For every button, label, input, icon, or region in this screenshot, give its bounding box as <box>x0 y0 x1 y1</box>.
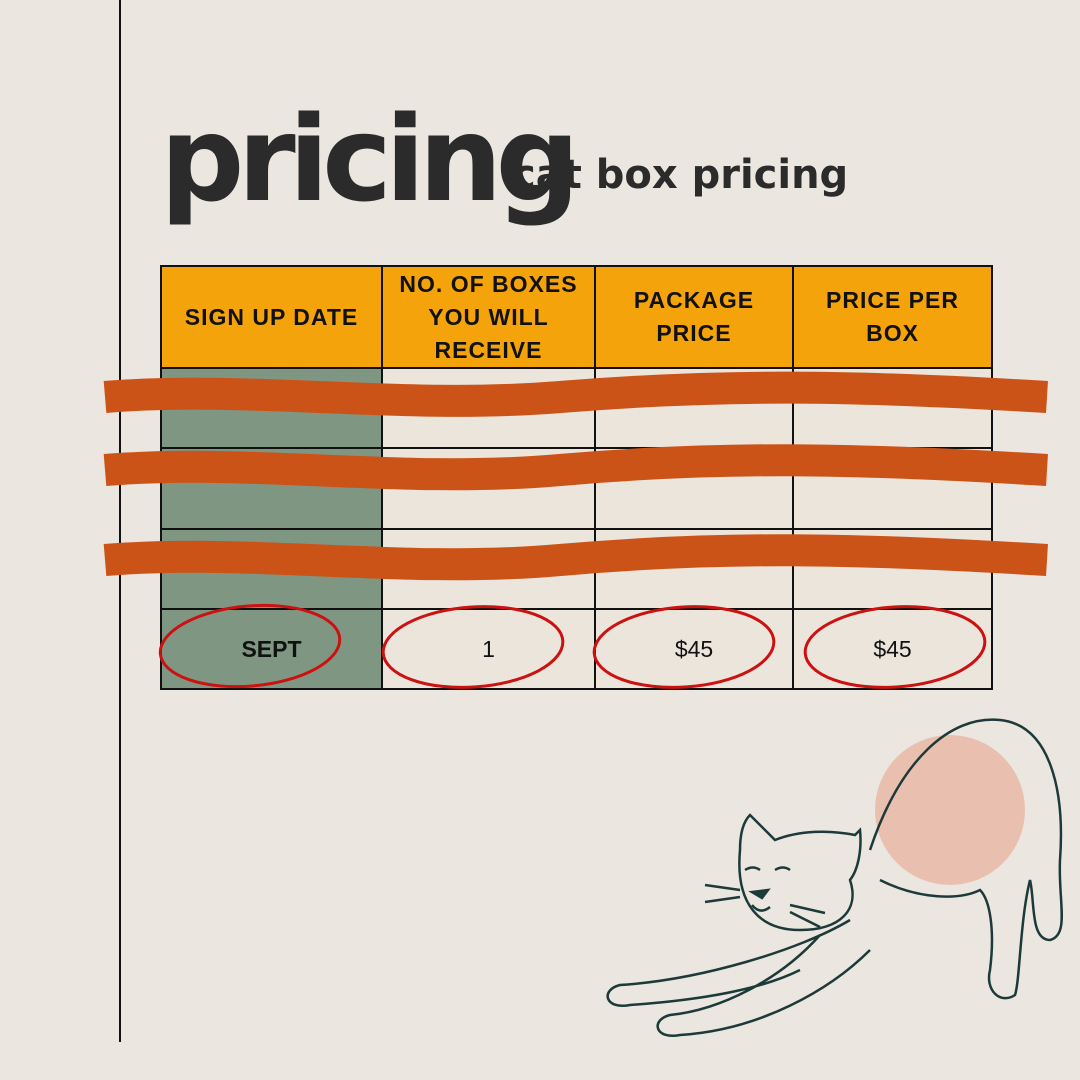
hidden-cell <box>381 528 596 610</box>
hidden-cell <box>594 528 794 610</box>
column-header: SIGN UP DATE <box>160 265 383 369</box>
table-cell: SEPT <box>160 608 383 690</box>
hidden-cell <box>381 367 596 449</box>
hidden-cell <box>792 528 993 610</box>
title: pricing <box>160 90 580 228</box>
column-header: PRICE PER BOX <box>792 265 993 369</box>
hidden-cell <box>160 367 383 449</box>
column-header: NO. OF BOXES YOU WILL RECEIVE <box>381 265 596 369</box>
hidden-cell <box>160 528 383 610</box>
column-header: PACKAGE PRICE <box>594 265 794 369</box>
table-cell: $45 <box>594 608 794 690</box>
hidden-cell <box>381 447 596 530</box>
hidden-cell <box>594 447 794 530</box>
table-cell: $45 <box>792 608 993 690</box>
hidden-cell <box>792 367 993 449</box>
subtitle: cat box pricing <box>512 152 849 198</box>
hidden-cell <box>792 447 993 530</box>
hidden-cell <box>160 447 383 530</box>
table-cell: 1 <box>381 608 596 690</box>
hidden-cell <box>594 367 794 449</box>
